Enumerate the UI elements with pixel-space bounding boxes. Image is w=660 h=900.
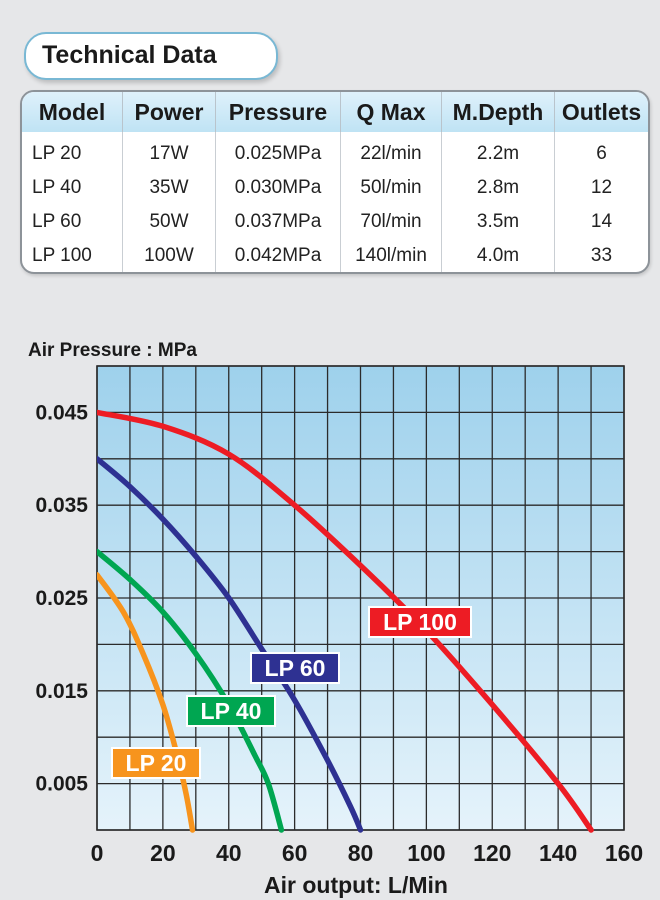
series-label-box [186, 695, 276, 727]
cell-pressure: 0.025MPa [215, 132, 341, 171]
table-row: LP 20 17W 0.025MPa 22l/min 2.2m 6 [22, 132, 648, 171]
cell-model: LP 60 [22, 205, 123, 239]
cell-outlets: 12 [590, 177, 613, 198]
series-label-box [368, 606, 472, 638]
pressure-output-chart: Air Pressure : MPa Air output: L/Min 0.005… [28, 340, 643, 898]
cell-m-depth: 3.5m [441, 205, 555, 239]
cell-model: LP 100 [22, 239, 123, 272]
cell-pressure: 0.037MPa [215, 205, 341, 239]
cell-m-depth: 2.8m [441, 171, 555, 205]
header-outlets: Outlets [554, 92, 648, 132]
section-title-box: Technical Data [24, 32, 278, 80]
series-label-lp-100: LP 100 [368, 606, 472, 638]
cell-model: LP 40 [22, 171, 123, 205]
cell-power: 17W [122, 132, 216, 171]
series-line-lp-20 [97, 572, 196, 833]
cell-model: LP 20 [22, 132, 123, 171]
series-line-lp-60 [97, 456, 364, 833]
cell-pressure: 0.030MPa [215, 171, 341, 205]
series-label-lp-60: LP 60 [250, 652, 340, 684]
x-tick-label: 20 [150, 840, 176, 866]
y-tick-label: 0.045 [35, 401, 88, 424]
cell-outlets: 6 [596, 143, 607, 164]
table-header-row: Model Power Pressure Q Max M.Depth Outle… [22, 92, 648, 132]
cell-power: 100W [122, 239, 216, 272]
series-label-box [111, 747, 201, 779]
x-tick-label: 120 [473, 840, 511, 866]
x-tick-label: 140 [539, 840, 577, 866]
series-label-lp-20: LP 20 [111, 747, 201, 779]
y-tick-label: 0.005 [35, 773, 88, 796]
spec-table: Model Power Pressure Q Max M.Depth Outle… [22, 92, 648, 272]
header-m-depth: M.Depth [441, 92, 555, 132]
cell-q-max: 70l/min [340, 205, 442, 239]
series-label-text: LP 20 [126, 750, 187, 776]
x-tick-label: 60 [282, 840, 308, 866]
series-label-text: LP 60 [265, 655, 326, 681]
cell-m-depth: 2.2m [441, 132, 555, 171]
series-label-lp-40: LP 40 [186, 695, 276, 727]
x-axis-label: Air output: L/Min [264, 872, 448, 898]
y-tick-label: 0.035 [35, 494, 88, 517]
series-line-lp-100 [97, 409, 594, 833]
header-pressure: Pressure [215, 92, 341, 132]
header-power: Power [122, 92, 216, 132]
table-row: LP 60 50W 0.037MPa 70l/min 3.5m 14 [22, 205, 648, 239]
header-q-max: Q Max [340, 92, 442, 132]
x-tick-label: 100 [407, 840, 445, 866]
cell-q-max: 50l/min [340, 171, 442, 205]
series-label-text: LP 40 [201, 698, 262, 724]
series-line-lp-40 [97, 548, 285, 833]
cell-outlets: 14 [590, 211, 613, 232]
y-axis-label: Air Pressure : MPa [28, 340, 197, 361]
x-tick-label: 0 [91, 840, 104, 866]
series-label-text: LP 100 [383, 609, 457, 635]
table-row: LP 100 100W 0.042MPa 140l/min 4.0m 33 [22, 239, 648, 272]
x-tick-label: 80 [348, 840, 374, 866]
cell-power: 35W [122, 171, 216, 205]
technical-data-table: Model Power Pressure Q Max M.Depth Outle… [20, 90, 650, 274]
cell-power: 50W [122, 205, 216, 239]
section-title: Technical Data [42, 41, 217, 69]
y-tick-label: 0.025 [35, 587, 88, 610]
cell-q-max: 140l/min [340, 239, 442, 272]
x-tick-label: 160 [605, 840, 643, 866]
series-label-box [250, 652, 340, 684]
cell-q-max: 22l/min [340, 132, 442, 171]
y-tick-label: 0.015 [35, 680, 88, 703]
header-model: Model [22, 92, 123, 132]
x-tick-label: 40 [216, 840, 242, 866]
cell-outlets: 33 [590, 245, 613, 266]
cell-pressure: 0.042MPa [215, 239, 341, 272]
table-row: LP 40 35W 0.030MPa 50l/min 2.8m 12 [22, 171, 648, 205]
cell-m-depth: 4.0m [441, 239, 555, 272]
